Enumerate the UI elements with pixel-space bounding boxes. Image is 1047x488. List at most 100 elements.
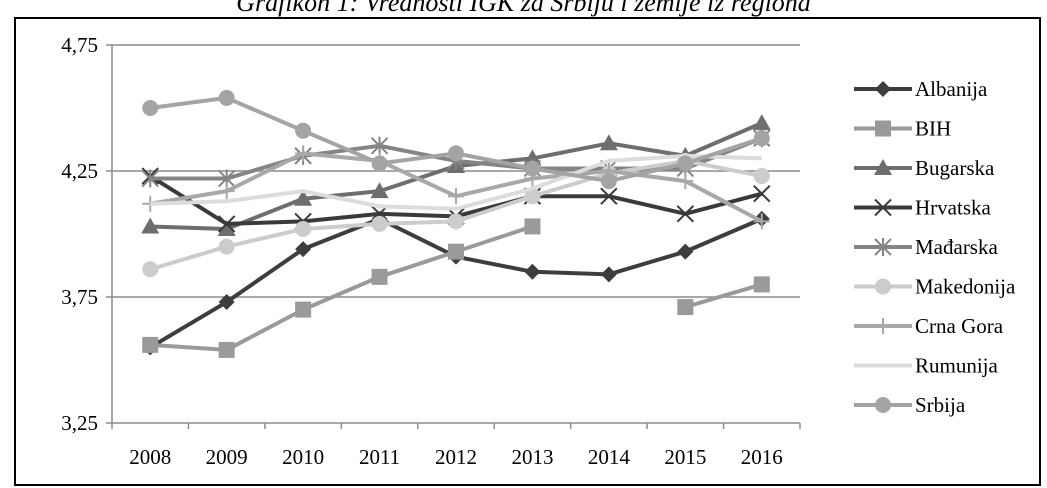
data-point: [677, 299, 694, 316]
series-line: [149, 216, 763, 350]
y-tick-label: 3,75: [61, 285, 98, 309]
data-point: [142, 336, 159, 353]
legend-item: Mađarska: [854, 235, 998, 259]
series-albanija: [142, 210, 770, 356]
x-tick-label: 2012: [435, 445, 477, 469]
legend-item: Crna Gora: [854, 314, 1004, 338]
data-point: [448, 213, 464, 230]
x-tick-label: 2016: [741, 445, 783, 469]
legend-item: Rumunija: [854, 354, 999, 378]
y-tick-label: 4,25: [61, 159, 98, 183]
data-point: [875, 318, 891, 334]
x-tick-label: 2015: [664, 445, 706, 469]
data-point: [218, 294, 235, 311]
data-point: [753, 184, 771, 203]
data-point: [753, 130, 770, 147]
data-point: [141, 169, 159, 188]
data-point: [753, 276, 770, 293]
data-point: [295, 122, 312, 139]
legend: Albanija BIH Bugarska Hrvatska Mađarska Maked…: [854, 77, 1016, 417]
data-point: [448, 145, 464, 162]
data-point: [218, 183, 235, 200]
data-point: [677, 243, 694, 260]
chart-frame: 3,25 3,75 4,25 4,75 2008 2009 2010 2011 2012 201…: [14, 17, 1041, 486]
data-point: [448, 188, 464, 205]
y-tick-label: 3,25: [61, 411, 98, 435]
data-point: [874, 198, 892, 217]
data-point: [371, 215, 388, 232]
legend-label: Hrvatska: [915, 196, 991, 220]
x-tick-label: 2008: [129, 445, 171, 469]
y-tick-label: 4,75: [61, 33, 98, 57]
axes: [111, 45, 800, 424]
data-point: [523, 149, 542, 166]
legend-item: Makedonija: [854, 275, 1016, 299]
legend-label: Albanija: [915, 77, 988, 101]
series-bih: [142, 218, 770, 358]
legend-label: Mađarska: [915, 235, 998, 259]
legend-item: Albanija: [854, 77, 988, 101]
data-point: [217, 215, 236, 233]
x-tick-label: 2010: [282, 445, 324, 469]
data-point: [677, 173, 694, 190]
legend-item: Bugarska: [854, 156, 995, 180]
y-axis-ticks: 3,25 3,75 4,25 4,75: [61, 33, 112, 435]
data-point: [295, 145, 312, 162]
data-point: [752, 114, 771, 131]
series-group: [141, 89, 771, 358]
data-point: [141, 217, 160, 234]
data-point: [599, 134, 618, 151]
legend-label: Makedonija: [915, 275, 1016, 299]
legend-item: BIH: [854, 117, 951, 141]
data-point: [142, 261, 159, 278]
series-srbija: [142, 89, 770, 190]
data-point: [295, 220, 312, 237]
x-axis-ticks: 2008 2009 2010 2011 2012 2013 2014 2015 2016: [111, 423, 801, 469]
data-point: [295, 301, 312, 318]
legend-label: Srbija: [915, 393, 966, 417]
data-point: [875, 120, 891, 137]
data-point: [294, 189, 313, 206]
data-point: [218, 238, 235, 255]
data-point: [370, 182, 389, 199]
data-point: [448, 243, 464, 260]
data-point: [524, 218, 541, 235]
data-point: [874, 159, 892, 175]
data-point: [600, 173, 617, 190]
x-tick-label: 2013: [511, 445, 553, 469]
data-point: [218, 341, 235, 358]
data-point: [371, 268, 388, 285]
legend-label: Bugarska: [915, 156, 995, 180]
chart-title: Grafikon 1: Vrednosti IGK za Srbiju i ze…: [236, 0, 811, 17]
data-point: [875, 278, 891, 295]
series-line: [150, 224, 534, 352]
series-rumunija: [150, 153, 762, 211]
series-line: [150, 153, 762, 211]
x-tick-label: 2014: [588, 445, 631, 469]
series-line: [684, 282, 763, 309]
data-point: [218, 89, 235, 106]
data-point: [600, 187, 618, 205]
legend-label: BIH: [915, 117, 951, 141]
data-point: [875, 397, 891, 413]
data-point: [524, 160, 541, 177]
data-point: [677, 155, 694, 172]
data-point: [295, 241, 312, 258]
data-point: [524, 188, 541, 205]
data-point: [370, 136, 389, 155]
line-chart: 3,25 3,75 4,25 4,75 2008 2009 2010 2011 2012 201…: [61, 33, 1016, 469]
legend-item: Hrvatska: [854, 196, 991, 220]
legend-label: Crna Gora: [915, 314, 1004, 338]
data-point: [142, 100, 159, 116]
x-tick-label: 2009: [206, 445, 248, 469]
data-point: [874, 238, 892, 256]
legend-label: Rumunija: [915, 354, 999, 378]
data-point: [753, 168, 770, 185]
data-point: [524, 263, 541, 280]
legend-item: Srbija: [854, 393, 966, 417]
data-point: [600, 266, 617, 283]
x-tick-label: 2011: [359, 445, 400, 469]
data-point: [875, 81, 891, 97]
data-point: [753, 213, 770, 230]
data-point: [371, 155, 388, 172]
